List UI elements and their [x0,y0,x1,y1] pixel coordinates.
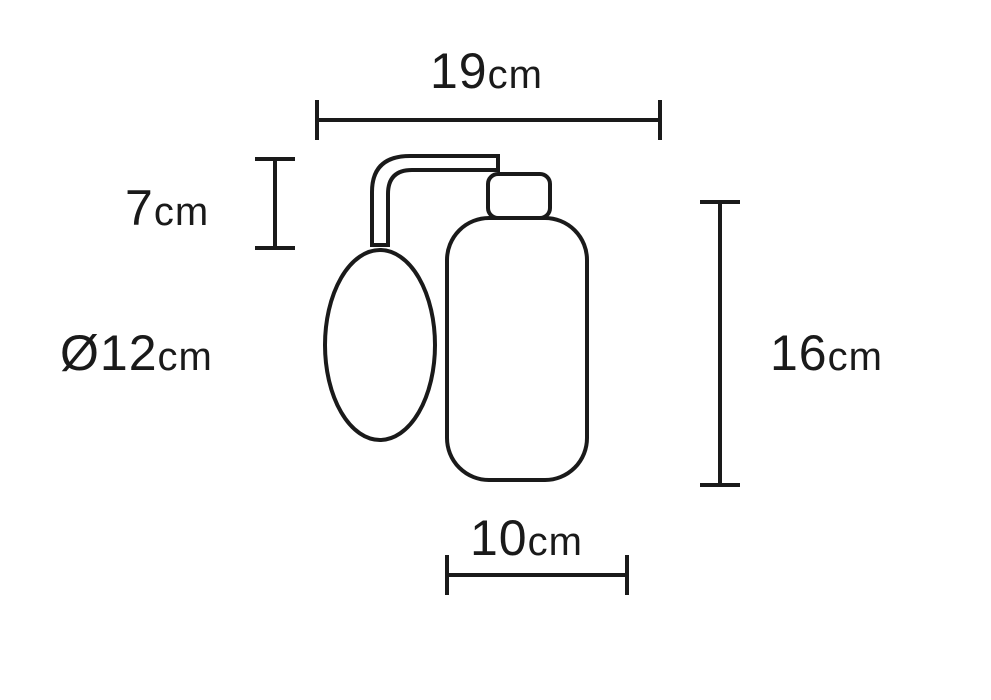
label-plate-diameter: Ø12cm [60,325,213,381]
fixture-outline [325,156,587,480]
label-shade-height-value: 16 [770,325,828,381]
dim-top-width [317,100,660,140]
label-arm-height-value: 7 [125,180,154,236]
label-plate-diameter-prefix: Ø [60,325,100,381]
label-arm-height: 7cm [125,180,209,236]
label-shade-height: 16cm [770,325,883,381]
dim-shade-height [700,202,740,485]
fixture-socket [488,174,550,218]
label-top-width: 19cm [430,43,543,99]
label-shade-width-value: 10 [470,510,528,566]
label-top-width-value: 19 [430,43,488,99]
label-top-width-unit: cm [488,53,543,97]
label-shade-height-unit: cm [828,335,883,379]
fixture-wall-plate [325,250,435,440]
fixture-shade [447,218,587,480]
label-shade-width-unit: cm [528,520,583,564]
label-plate-diameter-unit: cm [158,335,213,379]
label-shade-width: 10cm [470,510,583,566]
label-arm-height-unit: cm [154,190,209,234]
dim-arm-height [255,159,295,248]
label-plate-diameter-value: 12 [100,325,158,381]
